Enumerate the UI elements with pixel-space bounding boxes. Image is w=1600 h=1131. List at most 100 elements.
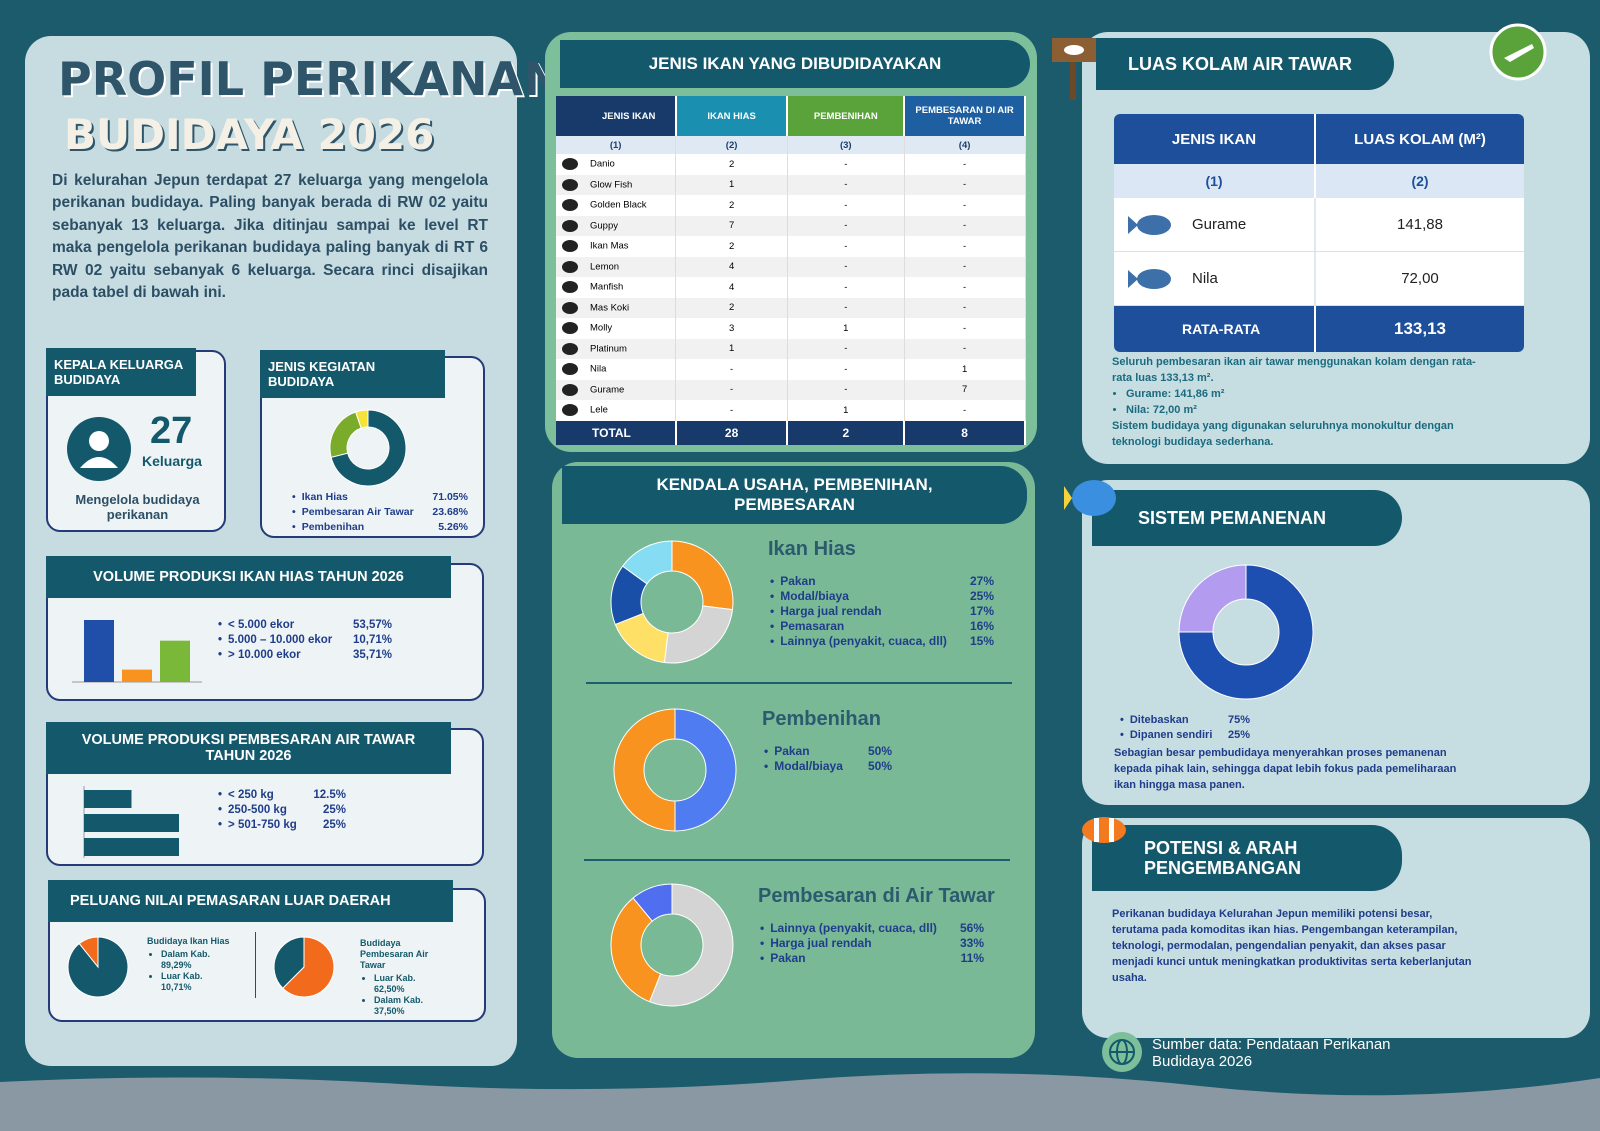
legend-name: < 5.000 ekor [218, 618, 294, 633]
legend-item: Lainnya (penyakit, cuaca, dll) 15% [770, 634, 994, 649]
table-cell: Glow Fish [556, 174, 677, 195]
cell-text: - [963, 240, 967, 252]
cell-text: 4 [728, 261, 735, 273]
pie-legend: Budidaya Ikan Hias Dalam Kab.89,29%Luar K… [147, 936, 247, 993]
cell-text: - [844, 199, 848, 211]
cell-text: - [963, 158, 967, 170]
table-cell: - [787, 359, 905, 380]
legend-value: 25% [322, 804, 346, 816]
group-name: Budidaya Ikan Hias [147, 936, 230, 946]
bullet: Gurame: 141,86 m² [1126, 386, 1492, 402]
divider [584, 859, 1010, 861]
table-cell: Platinum [556, 338, 677, 359]
legend-value: 62,50% [374, 984, 405, 994]
table-cell: - [904, 256, 1026, 277]
cell-text: Mas Koki [590, 302, 630, 314]
cell-text: - [844, 220, 848, 232]
legend-value: 17% [969, 604, 994, 618]
section-title: SISTEM PEMANENAN [1092, 490, 1402, 546]
cell-text: Danio [590, 158, 615, 170]
table-cell: - [675, 359, 788, 380]
segment [610, 897, 662, 1003]
legend-value: 27% [969, 574, 994, 588]
legend-item: Pakan 11% [760, 951, 984, 966]
table-header: JENIS IKAN LUAS KOLAM (M²) [1114, 114, 1524, 164]
segment [674, 708, 737, 832]
cell-text: 2 [728, 302, 735, 314]
total-cell: TOTAL [556, 420, 677, 445]
fish-icon [562, 383, 578, 396]
bar [84, 814, 179, 832]
cell-text: - [844, 302, 848, 314]
cell-text: - [963, 261, 967, 273]
unit: Keluarga [142, 453, 202, 469]
number-cell: (1) [1114, 164, 1316, 198]
donut [1178, 564, 1314, 700]
legend-item: Pembenihan 5.26% [292, 520, 468, 535]
legend-value: 35,71% [352, 649, 392, 661]
average-value: 133,13 [1394, 319, 1446, 338]
table-row: Danio 2 - - [556, 154, 1026, 175]
table-cell: - [675, 400, 788, 421]
table-cell: Gurame [556, 379, 677, 400]
cell-text: 1 [843, 404, 849, 416]
fish-icon [562, 404, 578, 417]
table-cell: - [787, 379, 905, 400]
legend-name: Pemasaran [770, 619, 844, 634]
segment [273, 936, 305, 989]
legend-item: Ikan Hias 71.05% [292, 490, 468, 505]
person-icon [67, 417, 131, 481]
table-cell: - [904, 338, 1026, 359]
legend-name: Dalam Kab. [374, 995, 454, 1006]
card-title: PELUANG NILAI PEMASARAN LUAR DAERAH [48, 880, 453, 922]
divider [255, 932, 256, 998]
segment [1178, 564, 1314, 700]
count: 27 [150, 410, 193, 452]
card-title: VOLUME PRODUKSI PEMBESARAN AIR TAWAR TAH… [46, 722, 451, 774]
note-text: Sistem budidaya yang digunakan seluruhny… [1112, 420, 1454, 448]
cell-text: 3 [728, 322, 735, 334]
cell-text: - [963, 322, 967, 334]
cell-text: Molly [590, 322, 613, 334]
table-row: Ikan Mas 2 - - [556, 236, 1026, 257]
table-cell: - [787, 154, 905, 175]
legend-value: 25% [1227, 729, 1250, 741]
bullet: Nila: 72,00 m² [1126, 402, 1492, 418]
cell-text: - [963, 179, 967, 191]
pie-legend: Budidaya Pembesaran Air Tawar Luar Kab.62… [360, 938, 454, 1017]
cell-text: - [730, 363, 734, 375]
table-row: Mas Koki 2 - - [556, 297, 1026, 318]
table-cell: 2 [675, 236, 788, 257]
cell-text: - [844, 179, 848, 191]
table-cell: - [675, 379, 788, 400]
card-title: VOLUME PRODUKSI IKAN HIAS TAHUN 2026 [46, 556, 451, 598]
divider [586, 682, 1012, 684]
legend-name: Modal/biaya [764, 759, 843, 774]
cell-text: 7 [728, 220, 735, 232]
table-cell: - [787, 338, 905, 359]
table-cell: - [787, 215, 905, 236]
legend-name: > 501-750 kg [218, 818, 297, 833]
legend-item: < 5.000 ekor 53,57% [218, 618, 392, 633]
number-cell: (3) [787, 136, 905, 154]
table-cell: - [787, 195, 905, 216]
table-cell: Molly [556, 318, 677, 339]
cell-text: 1 [728, 343, 735, 355]
note: Seluruh pembesaran ikan air tawar menggu… [1112, 354, 1492, 450]
cell-text: - [844, 261, 848, 273]
fish-tail [1128, 215, 1138, 234]
sign-icon [1052, 38, 1096, 100]
table-cell: - [904, 277, 1026, 298]
legend-name: Pakan [764, 744, 809, 759]
table-row: Glow Fish 1 - - [556, 174, 1026, 195]
fish-icon [562, 178, 578, 191]
donut [329, 409, 407, 487]
table-cell: - [904, 236, 1026, 257]
cell-text: - [844, 240, 848, 252]
header-cell: JENIS IKAN [556, 96, 677, 136]
segment [663, 605, 734, 664]
legend-value: 11% [960, 951, 984, 965]
legend-name: Harga jual rendah [760, 936, 871, 951]
legend-item: 250-500 kg 25% [218, 803, 346, 818]
fish-icon [562, 322, 578, 335]
